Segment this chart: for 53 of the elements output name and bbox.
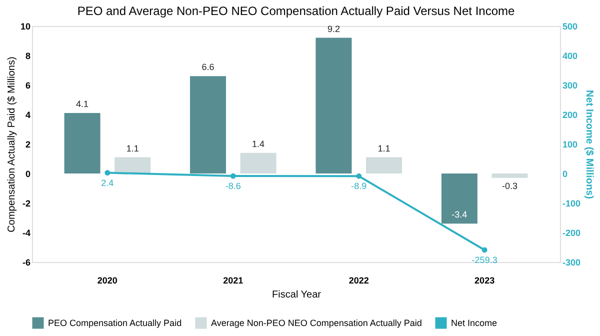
x-tick-label: 2021 <box>223 276 244 286</box>
chart-title: PEO and Average Non-PEO NEO Compensation Actually Paid Versus Net Income <box>77 4 515 18</box>
y-tick-label: 8 <box>25 51 30 61</box>
y2-tick-label: -300 <box>562 258 581 268</box>
x-axis-title: Fiscal Year <box>272 290 322 300</box>
y2-tick-label: 300 <box>562 80 578 90</box>
data-label: 2.4 <box>101 178 114 188</box>
bar <box>240 152 276 174</box>
bar <box>316 38 352 174</box>
data-label: -259.3 <box>472 254 498 265</box>
data-label: 4.1 <box>76 99 89 110</box>
y-tick-label: 4 <box>25 110 30 120</box>
data-label: -8.9 <box>351 181 367 192</box>
bar <box>366 157 402 174</box>
point <box>482 247 488 253</box>
legend-label: Average Non-PEO NEO Compensation Actually Paid <box>211 318 422 328</box>
y2-tick-label: 0 <box>562 169 568 179</box>
data-label: 1.4 <box>252 138 265 149</box>
data-label: 1.1 <box>126 143 139 154</box>
point <box>356 173 362 179</box>
data-label: -8.6 <box>225 181 241 192</box>
y2-tick-label: -100 <box>562 198 581 208</box>
legend-label: Net Income <box>451 318 498 328</box>
data-label: 1.1 <box>378 143 390 154</box>
x-tick-label: 2020 <box>97 276 118 286</box>
y-tick-label: 2 <box>25 140 30 150</box>
data-label: -0.3 <box>502 180 518 191</box>
point <box>104 170 110 176</box>
y2-tick-label: 500 <box>562 22 578 32</box>
y-tick-label: -2 <box>22 198 30 208</box>
y2-tick-label: 400 <box>562 51 578 61</box>
y2-tick-label: 200 <box>562 110 578 120</box>
y2-tick-label: 100 <box>562 140 578 150</box>
y2-axis-title: Net Income ($ Millions) <box>584 90 595 199</box>
y-tick-label: 6 <box>25 80 30 90</box>
bar <box>190 76 226 174</box>
data-label: 6.6 <box>202 62 214 72</box>
bar <box>114 157 151 174</box>
y2-tick-label: -200 <box>562 228 581 238</box>
bar <box>492 174 528 178</box>
y-tick-label: 10 <box>20 22 30 32</box>
x-tick-label: 2023 <box>474 276 495 286</box>
y-tick-label: -6 <box>22 258 30 268</box>
y-axis-title: Compensation Actually Paid ($ Millions) <box>6 56 18 232</box>
data-label: 9.2 <box>327 24 340 34</box>
legend-label: PEO Compensation Actually Paid <box>48 318 182 328</box>
x-tick-label: 2022 <box>348 276 369 286</box>
point <box>230 173 236 179</box>
data-label: -3.4 <box>452 210 468 220</box>
y-tick-label: 0 <box>25 169 30 179</box>
y-tick-label: -4 <box>22 228 30 238</box>
bar <box>64 113 100 174</box>
bar <box>441 174 478 224</box>
